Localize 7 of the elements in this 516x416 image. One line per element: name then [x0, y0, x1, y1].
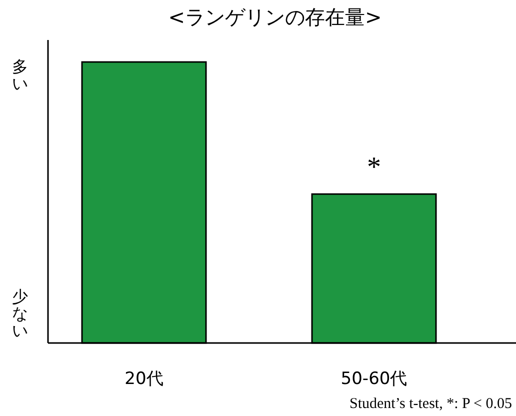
annotation: *: [367, 152, 381, 184]
x-tick-label: 50-60代: [340, 369, 408, 389]
chart-title: <ランゲリンの存在量>: [168, 5, 382, 29]
x-tick-label: 20代: [124, 369, 164, 389]
text: 多い: [12, 57, 28, 93]
text: 少ない: [12, 287, 28, 340]
text: Student’s t-test, *: P < 0.05: [350, 396, 512, 412]
